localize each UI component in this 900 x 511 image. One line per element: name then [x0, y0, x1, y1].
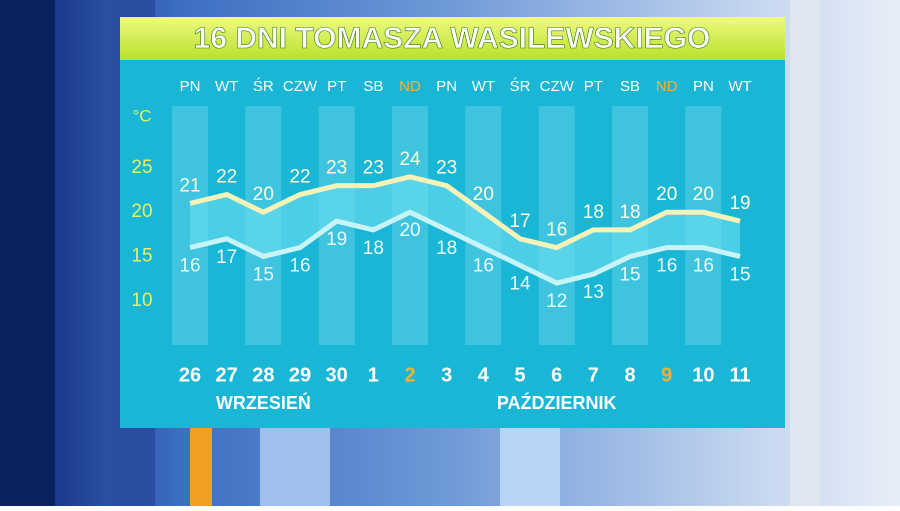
x-tick-label: 3 [441, 364, 452, 386]
band-fill [190, 176, 741, 284]
data-label: 17 [216, 247, 237, 268]
data-label: 23 [326, 158, 347, 179]
data-label: 16 [693, 256, 714, 277]
x-tick-label: 26 [179, 364, 201, 386]
data-label: 23 [436, 158, 457, 179]
data-label: 13 [583, 282, 604, 303]
data-label: 16 [656, 256, 677, 277]
data-label: 24 [399, 149, 421, 170]
temp-line [189, 209, 741, 286]
weekday-label: WT [728, 78, 751, 95]
weekday-label: PN [693, 78, 714, 95]
data-label: 16 [473, 256, 494, 277]
x-tick-label: 1 [368, 364, 379, 386]
data-label: 16 [179, 256, 200, 277]
data-label: 19 [326, 229, 347, 250]
y-unit: °C [132, 106, 151, 125]
data-label: 17 [509, 211, 530, 232]
data-label: 18 [583, 202, 604, 223]
temp-line [189, 174, 741, 251]
data-label: 23 [363, 158, 384, 179]
weekday-label: SB [620, 78, 640, 95]
x-tick-label: 11 [729, 364, 750, 386]
data-label: 20 [253, 184, 274, 205]
x-tick-label: 28 [252, 364, 274, 386]
title-bar [120, 17, 785, 60]
weekday-label: ND [399, 78, 421, 95]
weekday-label: SB [363, 78, 383, 95]
weekday-label: PT [584, 78, 603, 95]
data-label: 21 [179, 175, 200, 196]
bg-stripe [0, 0, 55, 506]
data-label: 20 [693, 184, 714, 205]
weekday-label: WT [215, 78, 238, 95]
weekday-label: ŚR [253, 77, 274, 95]
weekday-label: PT [327, 78, 346, 95]
weekday-label: CZW [540, 78, 575, 95]
x-tick-label: 10 [692, 364, 714, 386]
weekday-label: PN [180, 78, 201, 95]
data-label: 20 [399, 220, 420, 241]
weekday-label: CZW [283, 78, 318, 95]
x-tick-label: 2 [404, 364, 415, 386]
y-tick-label: 10 [131, 290, 152, 311]
data-label: 18 [363, 238, 384, 259]
data-label: 19 [729, 193, 750, 214]
data-label: 18 [436, 238, 457, 259]
data-label: 15 [619, 264, 640, 285]
weekday-label: ŚR [510, 77, 531, 95]
x-tick-label: 7 [588, 364, 599, 386]
data-label: 16 [289, 256, 310, 277]
y-tick-label: 20 [131, 201, 152, 222]
x-tick-label: 6 [551, 364, 562, 386]
x-tick-label: 9 [661, 364, 672, 386]
bg-stripe [190, 428, 212, 506]
bg-stripe [500, 428, 560, 506]
data-label: 18 [619, 202, 640, 223]
data-label: 12 [546, 291, 567, 312]
column-stripe [538, 106, 575, 345]
bg-stripe [790, 0, 820, 506]
data-label: 15 [253, 264, 274, 285]
weekday-label: PN [436, 78, 457, 95]
x-tick-label: 4 [478, 364, 490, 386]
month-label: PAŹDZIERNIK [497, 392, 617, 413]
data-label: 14 [509, 273, 531, 294]
data-label: 16 [546, 220, 567, 241]
x-tick-label: 29 [289, 364, 311, 386]
month-label: WRZESIEŃ [216, 392, 311, 413]
y-tick-label: 25 [131, 157, 152, 178]
data-label: 20 [656, 184, 677, 205]
y-tick-label: 15 [131, 245, 152, 266]
data-label: 22 [216, 167, 237, 188]
x-tick-label: 30 [326, 364, 348, 386]
weekday-label: ND [656, 78, 678, 95]
x-tick-label: 27 [216, 364, 238, 386]
weekday-label: WT [472, 78, 495, 95]
chart-title: 16 DNI TOMASZA WASILEWSKIEGO [194, 22, 711, 55]
x-tick-label: 8 [624, 364, 635, 386]
data-label: 15 [729, 264, 750, 285]
column-stripe [392, 106, 429, 345]
data-label: 22 [289, 167, 310, 188]
x-tick-label: 5 [514, 364, 525, 386]
bg-stripe [260, 428, 330, 506]
data-label: 20 [473, 184, 494, 205]
